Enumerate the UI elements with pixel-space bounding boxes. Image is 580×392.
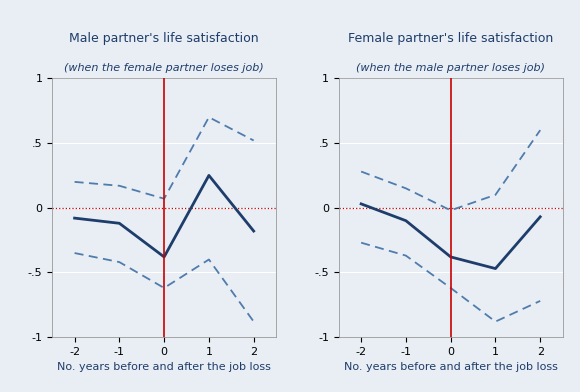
Text: (when the female partner loses job): (when the female partner loses job) — [64, 63, 264, 73]
X-axis label: No. years before and after the job loss: No. years before and after the job loss — [57, 362, 271, 372]
Text: Female partner's life satisfaction: Female partner's life satisfaction — [348, 32, 553, 45]
X-axis label: No. years before and after the job loss: No. years before and after the job loss — [344, 362, 557, 372]
Text: Male partner's life satisfaction: Male partner's life satisfaction — [70, 32, 259, 45]
Text: (when the male partner loses job): (when the male partner loses job) — [356, 63, 545, 73]
